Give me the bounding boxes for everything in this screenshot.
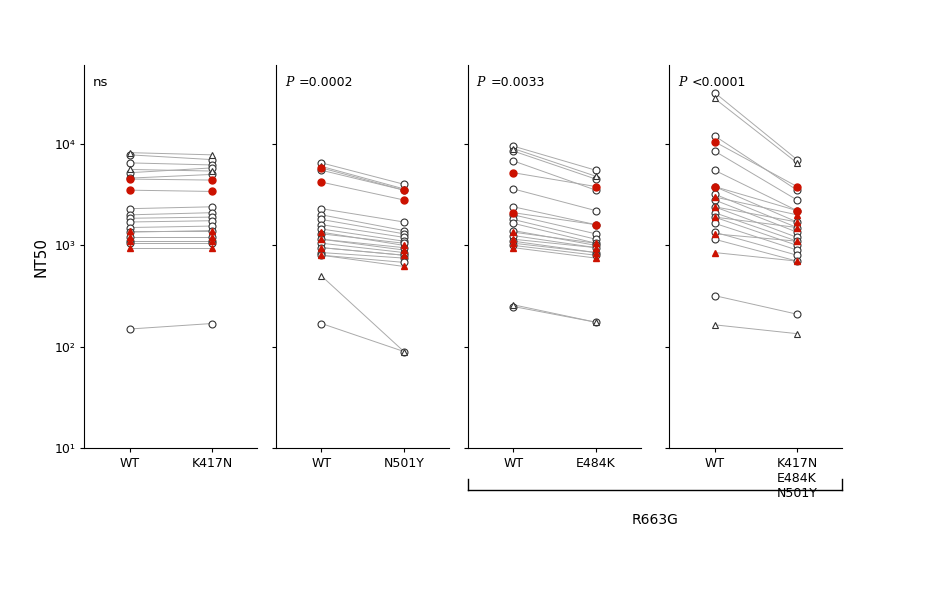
Text: <0.0001: <0.0001 [692,76,746,90]
Text: P: P [285,76,293,90]
Text: P: P [476,76,485,90]
Text: =0.0033: =0.0033 [490,76,545,90]
Text: ns: ns [93,76,109,90]
Y-axis label: NT50: NT50 [34,237,49,277]
Text: R663G: R663G [632,513,679,527]
Text: =0.0002: =0.0002 [299,76,353,90]
Text: P: P [678,76,686,90]
